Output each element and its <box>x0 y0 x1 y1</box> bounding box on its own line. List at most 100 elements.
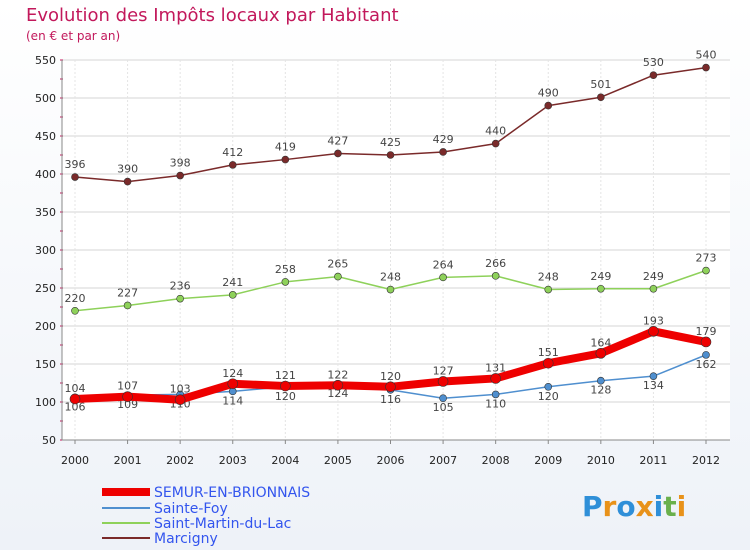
data-label: 398 <box>170 157 191 170</box>
y-tick-label: 450 <box>35 130 56 143</box>
data-label: 241 <box>222 276 243 289</box>
logo-letter: t <box>663 490 676 523</box>
data-label: 501 <box>590 78 611 91</box>
data-point <box>71 306 79 315</box>
data-label: 124 <box>222 367 243 380</box>
data-label: 540 <box>696 49 717 62</box>
data-label: 122 <box>327 368 348 381</box>
data-label: 249 <box>643 270 664 283</box>
x-tick-label: 2001 <box>114 454 142 467</box>
chart-subtitle: (en € et par an) <box>26 29 120 43</box>
data-point <box>281 155 290 164</box>
data-point <box>174 394 186 406</box>
data-label: 134 <box>643 379 664 392</box>
chart-title: Evolution des Impôts locaux par Habitant <box>26 5 399 26</box>
data-point <box>649 71 658 79</box>
y-tick-label: 150 <box>35 358 56 371</box>
x-tick-label: 2007 <box>429 454 457 467</box>
data-point <box>123 177 132 186</box>
data-point <box>542 357 554 369</box>
data-point <box>700 336 712 348</box>
data-label: 116 <box>380 393 401 406</box>
proxiti-logo: Proxiti <box>582 490 686 523</box>
x-tick-label: 2006 <box>377 454 405 467</box>
y-tick-label: 250 <box>35 282 56 295</box>
data-label: 530 <box>643 56 664 69</box>
data-label: 258 <box>275 263 296 276</box>
data-point <box>439 394 447 403</box>
data-point <box>648 326 659 337</box>
data-point <box>176 171 184 180</box>
logo-letter: r <box>603 490 617 523</box>
data-label: 266 <box>485 257 506 270</box>
data-label: 425 <box>380 136 401 149</box>
data-point <box>437 376 449 387</box>
data-label: 412 <box>222 146 243 159</box>
data-label: 429 <box>433 133 454 146</box>
data-label: 220 <box>65 292 86 305</box>
data-point <box>334 149 342 158</box>
legend-label: SEMUR-EN-BRIONNAIS <box>154 485 310 501</box>
data-label: 427 <box>327 134 348 147</box>
y-tick-label: 50 <box>42 434 56 447</box>
y-tick-label: 200 <box>35 320 56 333</box>
data-label: 162 <box>696 358 717 371</box>
data-point <box>597 376 605 385</box>
logo-letter: o <box>616 490 635 523</box>
data-label: 110 <box>485 397 506 410</box>
x-tick-label: 2008 <box>482 454 510 467</box>
data-point <box>281 278 290 286</box>
data-point <box>544 285 553 294</box>
series-semur-en-brionnais: 104 107 103 124 121 122 120 127 131 151 164 193 179 <box>65 314 717 406</box>
data-point <box>595 348 607 359</box>
data-label: 105 <box>433 401 454 414</box>
data-label: 107 <box>117 380 138 393</box>
data-label: 490 <box>538 87 559 100</box>
data-label: 193 <box>643 314 664 327</box>
data-point <box>176 294 184 303</box>
data-point <box>491 272 500 280</box>
data-point <box>544 382 553 391</box>
legend-label: Saint-Martin-du-Lac <box>154 516 291 532</box>
data-point <box>439 273 447 282</box>
data-label: 390 <box>117 163 138 176</box>
data-point <box>491 139 500 148</box>
x-tick-label: 2004 <box>271 454 299 467</box>
legend: SEMUR-EN-BRIONNAISSainte-FoySaint-Martin… <box>102 485 310 547</box>
data-label: 419 <box>275 141 296 154</box>
data-label: 127 <box>433 364 454 377</box>
data-point <box>334 272 342 281</box>
plot-area: 50 100 150 200 250 300 350 400 450 500 550 2000 2001… <box>35 49 730 467</box>
data-point <box>597 284 605 293</box>
data-point <box>227 378 239 390</box>
data-point <box>439 148 447 156</box>
data-label: 104 <box>65 382 86 395</box>
data-label: 164 <box>590 336 611 349</box>
data-point <box>544 101 553 110</box>
data-label: 109 <box>117 398 138 411</box>
data-point <box>491 390 500 399</box>
data-label: 227 <box>117 286 138 299</box>
x-tick-label: 2003 <box>219 454 247 467</box>
data-point <box>123 301 132 310</box>
data-label: 114 <box>222 394 243 407</box>
data-label: 128 <box>590 384 611 397</box>
data-point <box>649 284 658 293</box>
x-tick-label: 2005 <box>324 454 352 467</box>
data-point <box>702 266 710 275</box>
x-tick-label: 2010 <box>587 454 615 467</box>
data-label: 248 <box>380 271 401 284</box>
y-tick-label: 500 <box>35 92 56 105</box>
data-label: 236 <box>170 280 191 293</box>
data-label: 273 <box>696 252 717 265</box>
data-point <box>332 379 344 391</box>
data-label: 120 <box>275 390 296 403</box>
x-tick-label: 2012 <box>692 454 720 467</box>
logo-letter: i <box>677 490 687 523</box>
data-label: 124 <box>327 387 348 400</box>
data-label: 179 <box>696 325 717 338</box>
data-point <box>649 372 658 380</box>
data-point <box>69 393 81 405</box>
x-tick-label: 2000 <box>61 454 89 467</box>
